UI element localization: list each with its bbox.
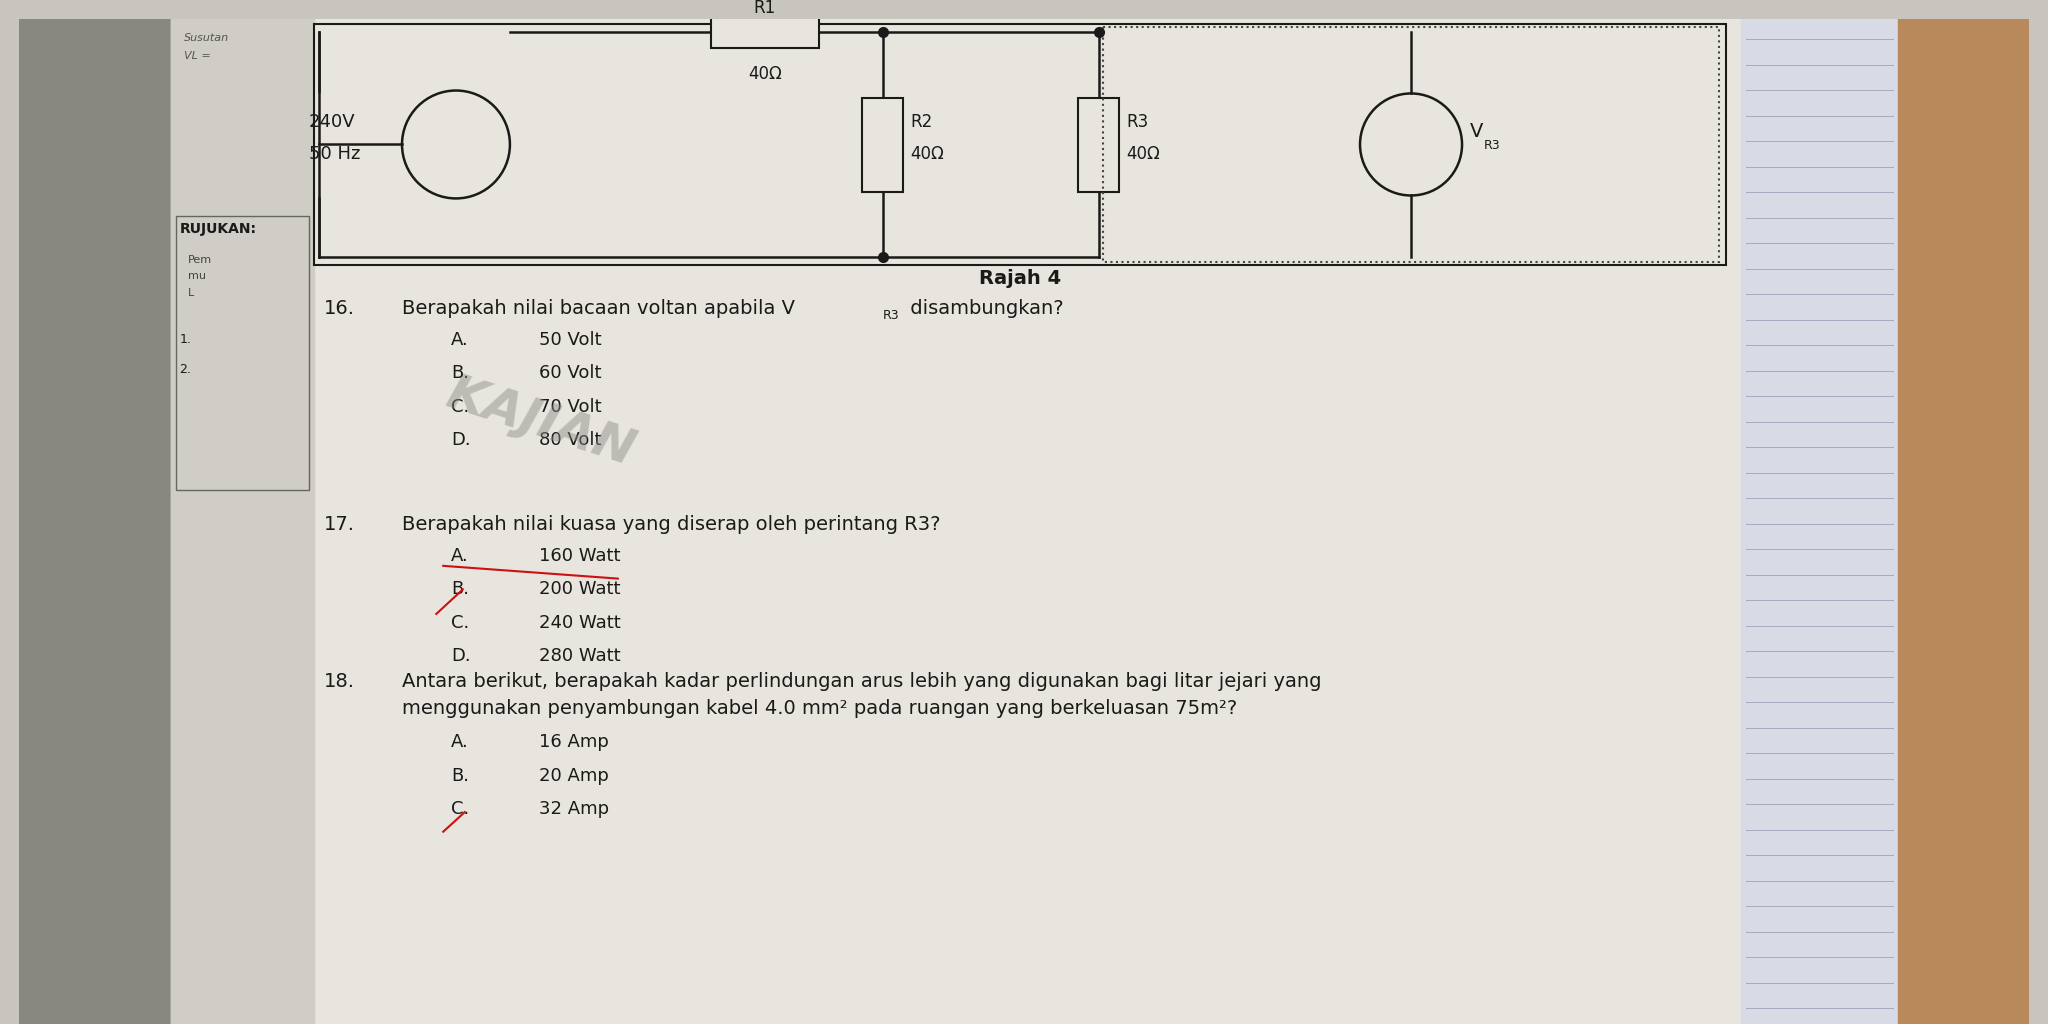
Text: R3: R3	[1126, 113, 1149, 131]
Text: 60 Volt: 60 Volt	[539, 365, 602, 382]
Text: 18.: 18.	[324, 672, 354, 690]
Text: 50 Volt: 50 Volt	[539, 331, 602, 349]
Text: 16 Amp: 16 Amp	[539, 733, 608, 752]
Text: D.: D.	[451, 647, 471, 665]
Text: mu: mu	[188, 271, 207, 282]
Text: 240V: 240V	[309, 113, 356, 131]
Text: R3: R3	[1483, 139, 1501, 153]
Bar	[1077, 98, 1118, 191]
Bar	[711, 16, 819, 48]
Text: VL =: VL =	[184, 50, 211, 60]
Text: 1.: 1.	[180, 333, 190, 346]
Text: D.: D.	[451, 431, 471, 450]
Text: 280 Watt: 280 Watt	[539, 647, 621, 665]
Text: Antara berikut, berapakah kadar perlindungan arus lebih yang digunakan bagi lita: Antara berikut, berapakah kadar perlindu…	[401, 672, 1321, 690]
Text: RUJUKAN:: RUJUKAN:	[180, 222, 256, 237]
Text: 160 Watt: 160 Watt	[539, 547, 621, 565]
Text: V: V	[1470, 122, 1483, 140]
Text: B.: B.	[451, 581, 469, 598]
Text: 80 Volt: 80 Volt	[539, 431, 602, 450]
Text: 32 Amp: 32 Amp	[539, 800, 610, 818]
Text: menggunakan penyambungan kabel 4.0 mm² pada ruangan yang berkeluasan 75m²?: menggunakan penyambungan kabel 4.0 mm² p…	[401, 699, 1237, 718]
Bar	[176, 216, 309, 490]
Bar	[172, 19, 1741, 1024]
Text: 2.: 2.	[180, 362, 190, 376]
Bar	[172, 19, 313, 1024]
Bar	[18, 19, 172, 1024]
Text: A.: A.	[451, 331, 469, 349]
Text: Berapakah nilai kuasa yang diserap oleh perintang R3?: Berapakah nilai kuasa yang diserap oleh …	[401, 514, 940, 534]
Bar	[313, 25, 1726, 264]
Text: C.: C.	[451, 613, 469, 632]
Text: 70 Volt: 70 Volt	[539, 397, 602, 416]
Bar	[1741, 19, 1898, 1024]
Text: KAJIAN: KAJIAN	[440, 370, 641, 476]
Text: 200 Watt: 200 Watt	[539, 581, 621, 598]
Text: B.: B.	[451, 767, 469, 784]
Bar	[862, 98, 903, 191]
Bar	[1104, 28, 1718, 262]
Text: 40Ω: 40Ω	[748, 66, 782, 83]
Text: disambungkan?: disambungkan?	[905, 299, 1063, 317]
Text: 40Ω: 40Ω	[1126, 145, 1159, 163]
Text: C.: C.	[451, 800, 469, 818]
Text: 40Ω: 40Ω	[909, 145, 944, 163]
Text: A.: A.	[451, 547, 469, 565]
Text: 240 Watt: 240 Watt	[539, 613, 621, 632]
Text: L: L	[188, 288, 195, 298]
Text: 50 Hz: 50 Hz	[309, 145, 360, 163]
Text: 20 Amp: 20 Amp	[539, 767, 608, 784]
Text: Berapakah nilai bacaan voltan apabila V: Berapakah nilai bacaan voltan apabila V	[401, 299, 795, 317]
Bar	[1898, 19, 2030, 1024]
Text: R1: R1	[754, 0, 776, 16]
Text: C.: C.	[451, 397, 469, 416]
Text: Rajah 4: Rajah 4	[979, 269, 1061, 289]
Text: R2: R2	[909, 113, 932, 131]
Text: B.: B.	[451, 365, 469, 382]
Text: Pem: Pem	[188, 255, 213, 264]
Text: A.: A.	[451, 733, 469, 752]
Text: Susutan: Susutan	[184, 33, 229, 43]
Text: 17.: 17.	[324, 514, 354, 534]
Text: R3: R3	[883, 308, 899, 322]
Text: 16.: 16.	[324, 299, 354, 317]
